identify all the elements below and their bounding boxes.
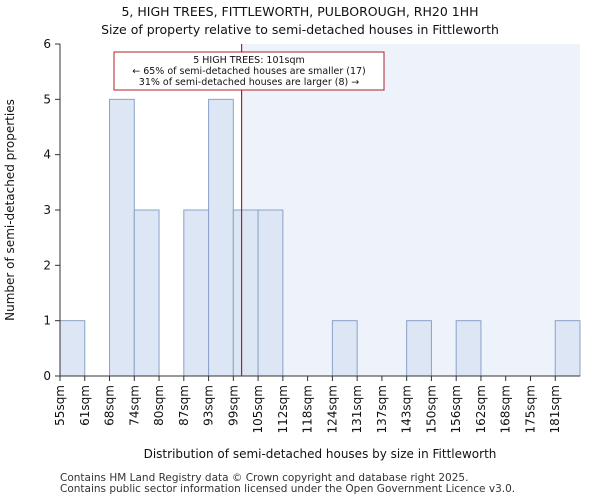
chart-subtitle: Size of property relative to semi-detach… xyxy=(101,22,499,37)
annotation-line: 31% of semi-detached houses are larger (… xyxy=(139,77,359,88)
x-tick-label: 118sqm xyxy=(301,385,315,433)
x-tick-label: 175sqm xyxy=(523,385,537,433)
x-tick-label: 99sqm xyxy=(226,385,240,426)
chart-title: 5, HIGH TREES, FITTLEWORTH, PULBOROUGH, … xyxy=(0,3,600,39)
chart-title-text: 5, HIGH TREES, FITTLEWORTH, PULBOROUGH, … xyxy=(121,4,479,19)
y-tick-label: 5 xyxy=(43,92,51,106)
histogram-bar xyxy=(109,98,135,377)
annotation-line: 5 HIGH TREES: 101sqm xyxy=(193,55,305,66)
x-tick-label: 68sqm xyxy=(103,385,117,426)
histogram-bar xyxy=(554,320,581,377)
x-tick-label: 150sqm xyxy=(424,385,438,433)
x-tick-label: 55sqm xyxy=(53,385,67,426)
y-tick-label: 2 xyxy=(43,258,51,272)
y-tick-label: 3 xyxy=(43,203,51,217)
x-axis-title: Distribution of semi-detached houses by … xyxy=(144,447,497,461)
x-tick-label: 156sqm xyxy=(449,385,463,433)
histogram-bar xyxy=(208,98,234,377)
y-tick-label: 1 xyxy=(43,314,51,328)
attribution-footer: Contains HM Land Registry data © Crown c… xyxy=(60,473,515,495)
x-tick-label: 61sqm xyxy=(78,385,92,426)
annotation-box xyxy=(113,51,385,91)
x-tick-label: 80sqm xyxy=(152,385,166,426)
histogram-bar xyxy=(133,209,160,377)
histogram-bar xyxy=(232,209,259,377)
histogram-bar xyxy=(331,320,358,377)
x-tick-label: 162sqm xyxy=(474,385,488,433)
x-tick-label: 181sqm xyxy=(548,385,562,433)
x-tick-label: 124sqm xyxy=(325,385,339,433)
attribution-line-2: Contains public sector information licen… xyxy=(60,483,516,495)
y-tick-label: 0 xyxy=(43,369,51,383)
x-tick-label: 87sqm xyxy=(177,385,191,426)
x-tick-label: 137sqm xyxy=(375,385,389,433)
histogram-bar xyxy=(455,320,482,377)
attribution-line-1: Contains HM Land Registry data © Crown c… xyxy=(60,472,469,484)
x-tick-label: 168sqm xyxy=(499,385,513,433)
histogram-bar xyxy=(59,320,86,377)
x-tick-label: 131sqm xyxy=(350,385,364,433)
x-tick-label: 143sqm xyxy=(400,385,414,433)
x-tick-label: 112sqm xyxy=(276,385,290,433)
histogram-bar xyxy=(406,320,432,377)
y-tick-label: 4 xyxy=(43,148,51,162)
y-tick-label: 6 xyxy=(43,37,51,51)
x-tick-label: 74sqm xyxy=(127,385,141,426)
annotation-line: ← 65% of semi-detached houses are smalle… xyxy=(132,66,366,77)
y-axis-title: Number of semi-detached properties xyxy=(3,99,17,321)
x-tick-label: 105sqm xyxy=(251,385,265,433)
histogram-bar xyxy=(183,209,210,377)
histogram-bar xyxy=(257,209,284,377)
x-tick-label: 93sqm xyxy=(202,385,216,426)
